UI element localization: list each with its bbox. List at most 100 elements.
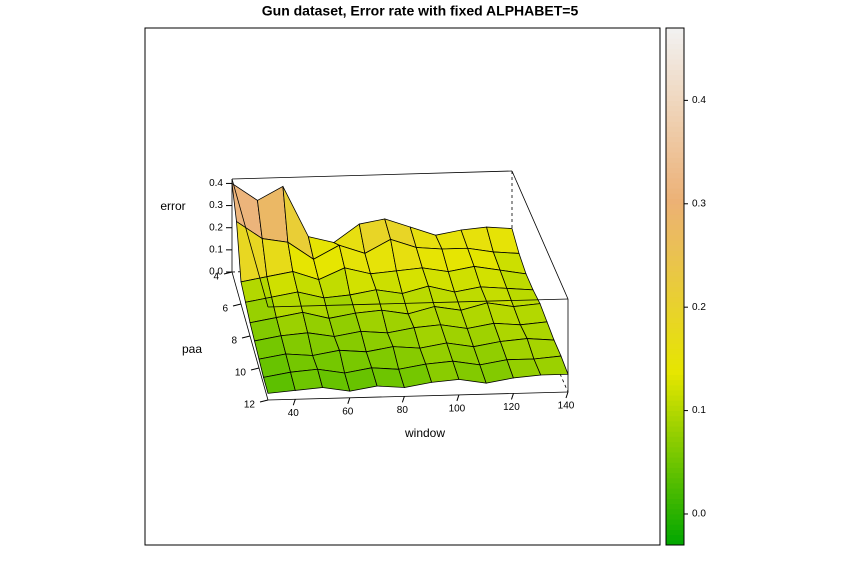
colorkey-strip bbox=[666, 420, 684, 427]
x-tick bbox=[565, 391, 569, 399]
colorkey-strip bbox=[666, 239, 684, 246]
colorkey-strip bbox=[666, 43, 684, 50]
colorkey-strip bbox=[666, 136, 684, 143]
colorkey-strip bbox=[666, 353, 684, 360]
z-axis-label: error bbox=[160, 199, 185, 213]
colorkey-strip bbox=[666, 519, 684, 525]
colorkey-strip bbox=[666, 472, 684, 479]
y-tick bbox=[232, 303, 242, 307]
colorkey-strip bbox=[666, 183, 684, 189]
colorkey-strip bbox=[666, 193, 684, 200]
colorkey-strip bbox=[666, 188, 684, 194]
colorkey-strip bbox=[666, 508, 684, 515]
colorkey-strip bbox=[666, 436, 684, 443]
colorkey-strip bbox=[666, 115, 684, 122]
colorkey-strip bbox=[666, 255, 684, 262]
chart-title: Gun dataset, Error rate with fixed ALPHA… bbox=[262, 3, 579, 19]
colorkey-strip bbox=[666, 152, 684, 158]
colorkey-strip bbox=[666, 358, 684, 365]
colorkey-strip bbox=[666, 534, 684, 541]
colorkey-strip bbox=[666, 400, 684, 406]
colorkey-strip bbox=[666, 126, 684, 132]
colorkey-strip bbox=[666, 90, 684, 96]
colorkey-strip bbox=[666, 286, 684, 293]
y-tick-label: 10 bbox=[235, 368, 247, 379]
colorkey-strip bbox=[666, 384, 684, 391]
colorkey-strip bbox=[666, 441, 684, 448]
colorkey-strip bbox=[666, 291, 684, 298]
y-tick-label: 6 bbox=[222, 304, 228, 315]
colorkey-strip bbox=[666, 462, 684, 468]
colorkey-strip bbox=[666, 317, 684, 324]
x-tick-label: 120 bbox=[503, 402, 520, 413]
z-tick-label: 0.0 bbox=[209, 267, 223, 278]
y-tick bbox=[250, 367, 260, 371]
colorkey-strip bbox=[666, 162, 684, 169]
box-edge bbox=[267, 298, 569, 308]
colorkey-strip bbox=[666, 431, 684, 437]
y-tick-label: 8 bbox=[231, 336, 237, 347]
x-tick bbox=[510, 393, 514, 400]
colorkey-strip bbox=[666, 488, 684, 494]
colorkey-strip bbox=[666, 59, 684, 65]
y-tick bbox=[259, 399, 269, 403]
colorkey-strip bbox=[666, 395, 684, 401]
colorkey-frame bbox=[665, 27, 685, 546]
box-edge bbox=[231, 170, 513, 180]
colorkey-strip bbox=[666, 100, 684, 107]
colorkey-strip bbox=[666, 250, 684, 256]
colorkey-strip bbox=[666, 229, 684, 236]
colorkey-strip bbox=[666, 110, 684, 117]
colorkey-strip bbox=[666, 64, 684, 70]
colorkey-strip bbox=[666, 38, 684, 45]
colorkey-strip bbox=[666, 379, 684, 386]
colorkey-strip bbox=[666, 338, 684, 344]
colorkey-strip bbox=[666, 426, 684, 432]
colorkey-strip bbox=[666, 53, 684, 60]
colorkey-strip bbox=[666, 177, 684, 184]
colorkey-strip bbox=[666, 343, 684, 350]
colorkey-strip bbox=[666, 79, 684, 86]
colorkey-strip bbox=[666, 157, 684, 163]
colorkey-strip bbox=[666, 203, 684, 210]
colorkey-strip bbox=[666, 493, 684, 499]
y-tick-label: 4 bbox=[213, 272, 219, 283]
colorkey-strip bbox=[666, 224, 684, 231]
colorkey-strip bbox=[666, 374, 684, 381]
colorkey-strip bbox=[666, 33, 684, 39]
colorkey-strip bbox=[666, 307, 684, 313]
x-axis-label: window bbox=[404, 426, 445, 440]
colorkey-strip bbox=[666, 131, 684, 138]
colorkey-strip bbox=[666, 95, 684, 101]
colorkey-strip bbox=[666, 312, 684, 319]
z-tick-label: 0.1 bbox=[209, 244, 223, 255]
colorkey-strip bbox=[666, 28, 684, 34]
x-tick-label: 60 bbox=[342, 406, 354, 417]
colorkey-strip bbox=[666, 69, 684, 76]
z-tick-label: 0.4 bbox=[209, 178, 223, 189]
colorkey-strip bbox=[666, 208, 684, 215]
colorkey-strip bbox=[666, 270, 684, 277]
z-tick-label: 0.2 bbox=[209, 222, 223, 233]
colorkey-strip bbox=[666, 234, 684, 241]
colorkey-strip bbox=[666, 503, 684, 510]
colorkey-strip bbox=[666, 245, 684, 251]
colorkey-strip bbox=[666, 296, 684, 303]
y-tick-label: 12 bbox=[244, 400, 256, 411]
colorkey-strip bbox=[666, 84, 684, 91]
x-tick bbox=[456, 394, 460, 402]
colorkey-strip bbox=[666, 265, 684, 272]
x-tick bbox=[292, 399, 296, 406]
box-edge bbox=[231, 178, 269, 308]
colorkey-strip bbox=[666, 369, 684, 375]
colorkey-strip bbox=[666, 214, 684, 220]
y-tick bbox=[241, 335, 251, 339]
colorkey-strip bbox=[666, 74, 684, 81]
colorkey-strip bbox=[666, 477, 684, 484]
plot-frame bbox=[144, 27, 661, 546]
x-tick-label: 140 bbox=[558, 401, 575, 412]
colorkey-strip bbox=[666, 172, 684, 179]
colorkey-strip bbox=[666, 513, 684, 520]
colorkey-strip bbox=[666, 457, 684, 463]
